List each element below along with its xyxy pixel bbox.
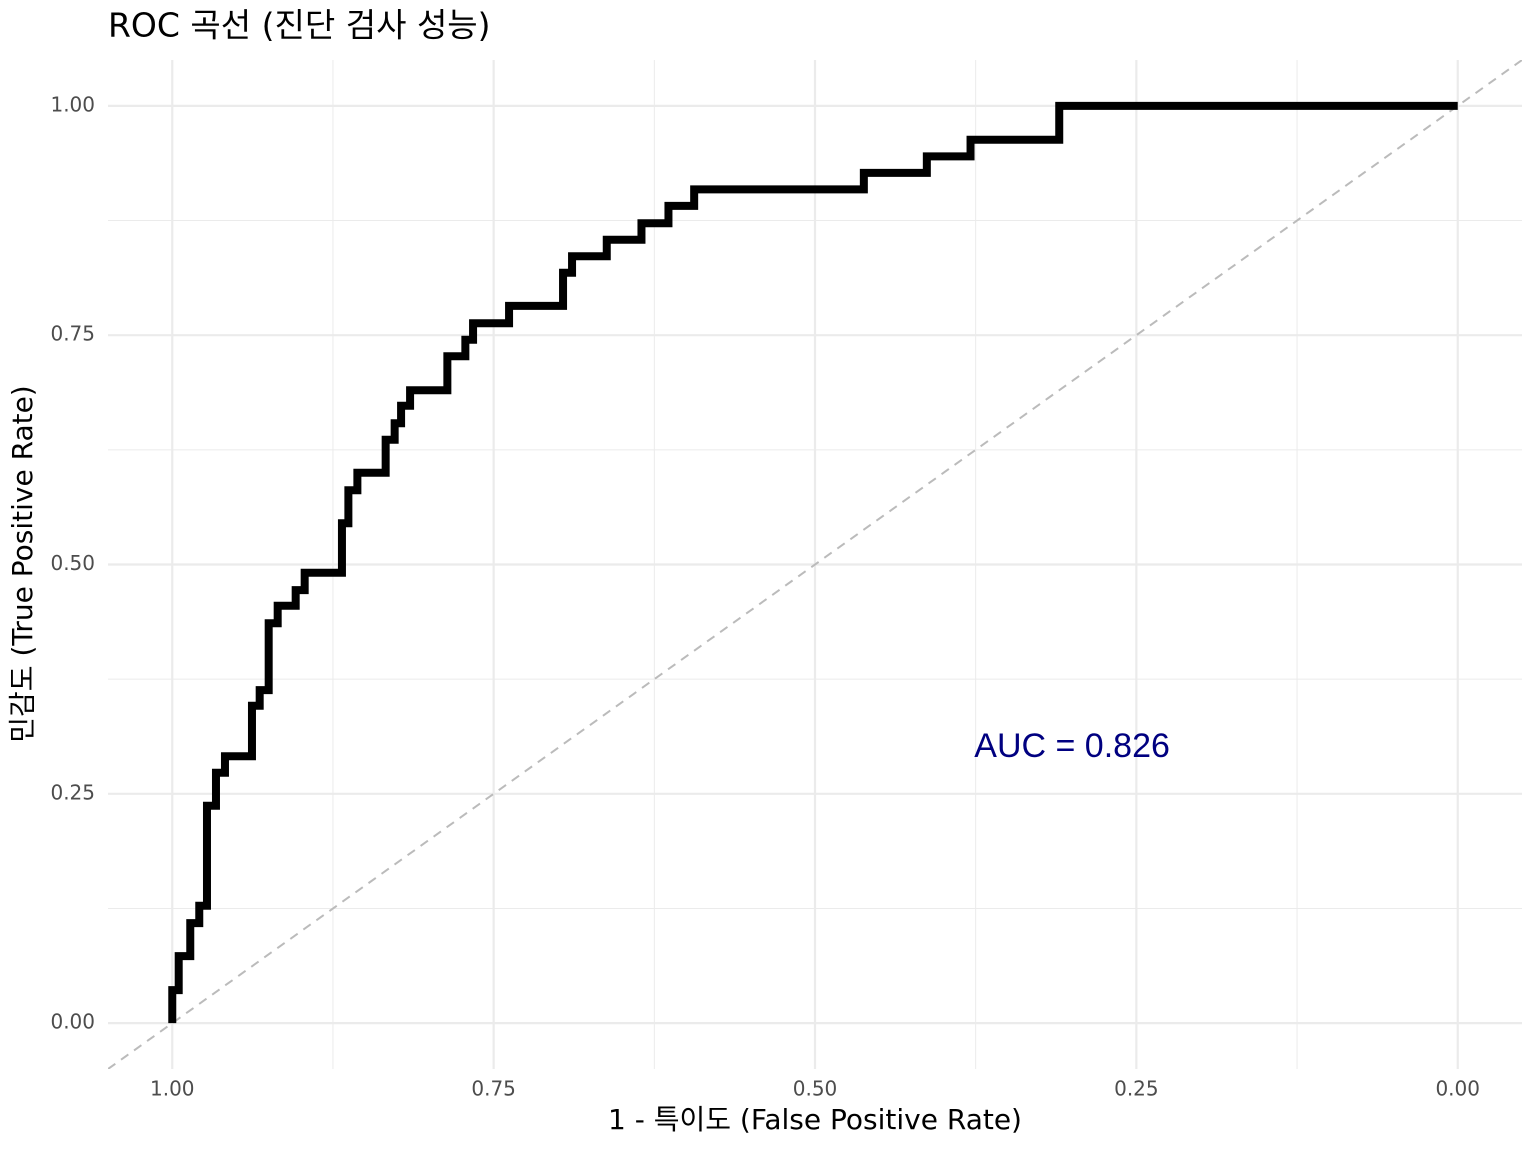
reference-line (108, 60, 1522, 1069)
x-tick-label: 1.00 (150, 1077, 195, 1101)
x-axis-title: 1 - 특이도 (False Positive Rate) (608, 1103, 1022, 1136)
x-tick-label: 0.00 (1435, 1077, 1480, 1101)
y-axis-title: 민감도 (True Positive Rate) (6, 385, 39, 742)
x-tick-label: 0.25 (1114, 1077, 1159, 1101)
grid (108, 60, 1522, 1069)
plot-area (108, 60, 1522, 1069)
x-tick-label: 0.50 (793, 1077, 838, 1101)
annotation: AUC = 0.826 (974, 727, 1170, 765)
y-tick-label: 0.50 (50, 551, 95, 575)
y-tick-label: 0.75 (50, 322, 95, 346)
chart-title: ROC 곡선 (진단 검사 성능) (108, 6, 491, 45)
y-tick-label: 0.00 (50, 1010, 95, 1034)
y-tick-label: 0.25 (50, 780, 95, 804)
roc-curve (168, 101, 1458, 1024)
y-tick-label: 1.00 (50, 92, 95, 116)
x-tick-label: 0.75 (471, 1077, 516, 1101)
